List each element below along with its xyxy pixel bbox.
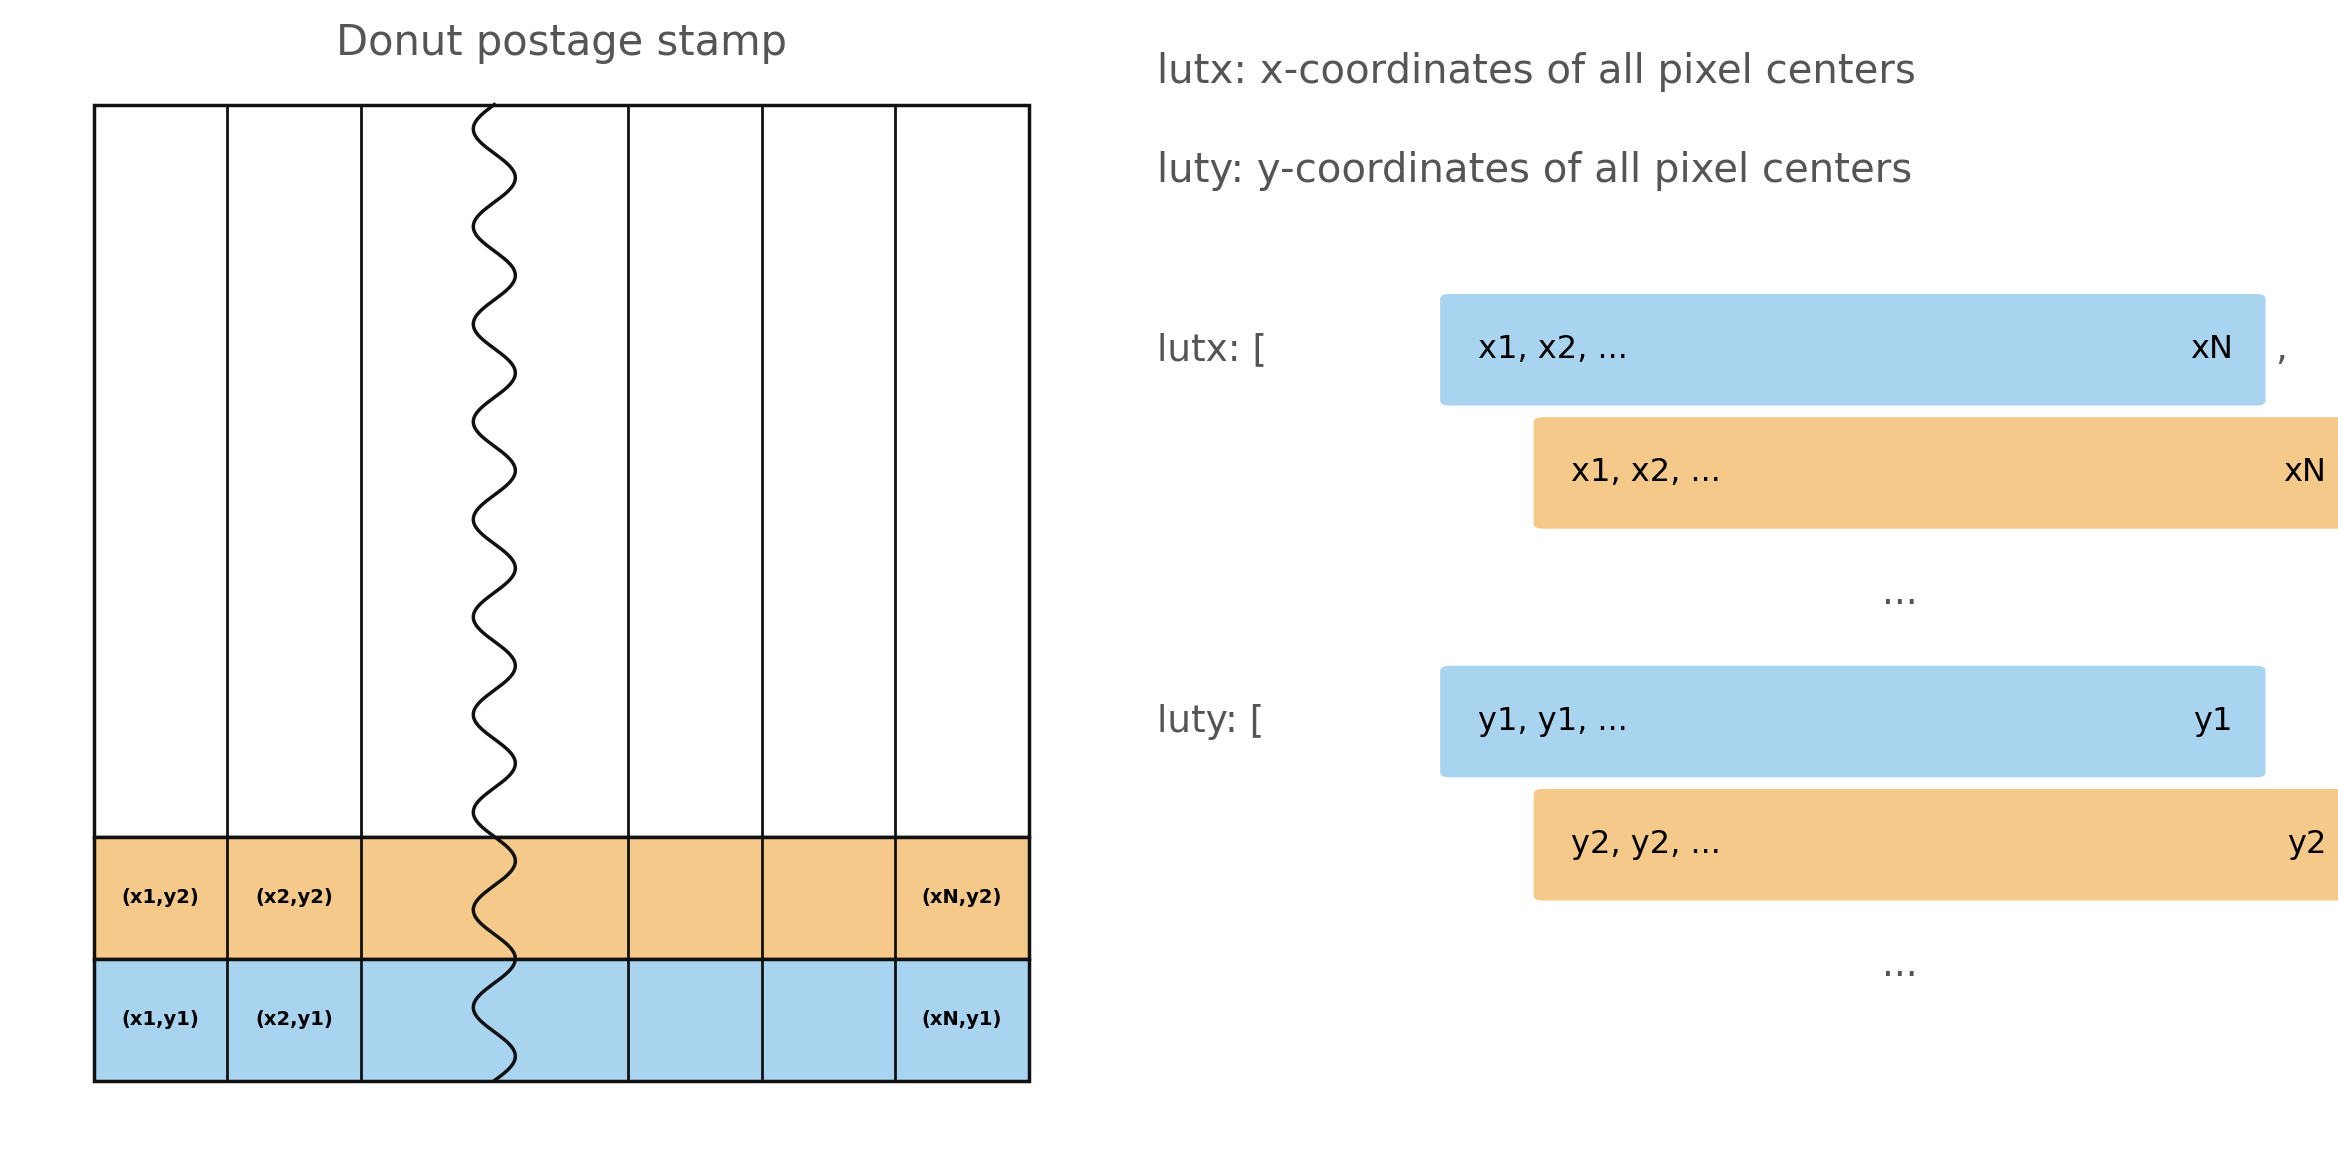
Text: Donut postage stamp: Donut postage stamp: [337, 22, 786, 64]
Text: y2: y2: [2287, 830, 2326, 860]
Text: ...: ...: [1882, 948, 1917, 983]
FancyBboxPatch shape: [1534, 789, 2338, 901]
Text: (x2,y1): (x2,y1): [255, 1010, 332, 1030]
Text: lutx: x-coordinates of all pixel centers: lutx: x-coordinates of all pixel centers: [1157, 52, 1917, 92]
Text: x1, x2, ...: x1, x2, ...: [1571, 458, 1721, 488]
Text: lutx: [: lutx: [: [1157, 332, 1267, 367]
Text: y1: y1: [2193, 706, 2233, 737]
Text: xN: xN: [2191, 335, 2233, 365]
Text: (x1,y2): (x1,y2): [122, 888, 199, 908]
Text: (xN,y2): (xN,y2): [921, 888, 1003, 908]
Text: y2, y2, ...: y2, y2, ...: [1571, 830, 1721, 860]
Text: x1, x2, ...: x1, x2, ...: [1478, 335, 1627, 365]
Bar: [94, 959, 1029, 1081]
Text: luty: [: luty: [: [1157, 704, 1265, 739]
Bar: [94, 837, 1029, 959]
Text: xN: xN: [2284, 458, 2326, 488]
FancyBboxPatch shape: [1440, 294, 2266, 406]
FancyBboxPatch shape: [1534, 417, 2338, 529]
Text: (x2,y2): (x2,y2): [255, 888, 332, 908]
FancyBboxPatch shape: [1440, 666, 2266, 777]
Text: y1, y1, ...: y1, y1, ...: [1478, 706, 1627, 737]
Text: luty: y-coordinates of all pixel centers: luty: y-coordinates of all pixel centers: [1157, 151, 1912, 191]
Bar: [94, 105, 1029, 837]
Text: ...: ...: [1882, 576, 1917, 611]
Text: (x1,y1): (x1,y1): [122, 1010, 199, 1030]
Text: (xN,y1): (xN,y1): [921, 1010, 1003, 1030]
Text: ,: ,: [2275, 332, 2287, 367]
